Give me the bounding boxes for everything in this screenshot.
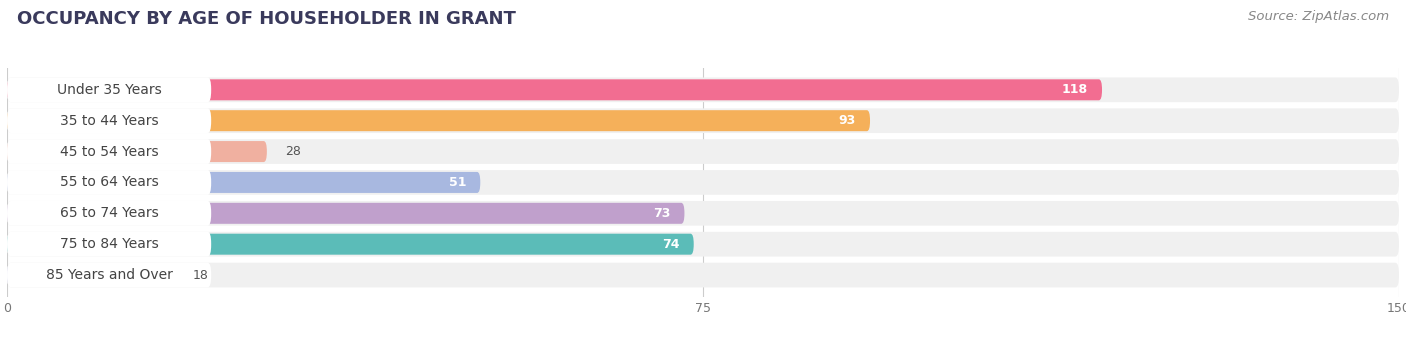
FancyBboxPatch shape: [7, 170, 211, 195]
Text: 28: 28: [285, 145, 301, 158]
FancyBboxPatch shape: [7, 201, 211, 226]
FancyBboxPatch shape: [7, 172, 481, 193]
Text: 93: 93: [839, 114, 856, 127]
FancyBboxPatch shape: [7, 79, 1102, 100]
FancyBboxPatch shape: [7, 139, 1399, 164]
FancyBboxPatch shape: [7, 77, 1399, 102]
FancyBboxPatch shape: [7, 201, 1399, 226]
FancyBboxPatch shape: [7, 232, 211, 256]
Text: 35 to 44 Years: 35 to 44 Years: [60, 114, 159, 128]
Text: Under 35 Years: Under 35 Years: [56, 83, 162, 97]
FancyBboxPatch shape: [7, 77, 211, 102]
FancyBboxPatch shape: [7, 141, 267, 162]
FancyBboxPatch shape: [7, 232, 1399, 256]
Text: 18: 18: [193, 269, 208, 282]
Text: 73: 73: [654, 207, 671, 220]
Text: 74: 74: [662, 238, 681, 251]
FancyBboxPatch shape: [7, 170, 1399, 195]
FancyBboxPatch shape: [7, 108, 1399, 133]
Text: 45 to 54 Years: 45 to 54 Years: [60, 145, 159, 159]
Text: 85 Years and Over: 85 Years and Over: [45, 268, 173, 282]
FancyBboxPatch shape: [7, 108, 211, 133]
Text: 75 to 84 Years: 75 to 84 Years: [59, 237, 159, 251]
Text: 65 to 74 Years: 65 to 74 Years: [59, 206, 159, 220]
FancyBboxPatch shape: [7, 234, 693, 255]
FancyBboxPatch shape: [7, 263, 1399, 287]
FancyBboxPatch shape: [7, 110, 870, 131]
Text: 51: 51: [449, 176, 467, 189]
FancyBboxPatch shape: [7, 263, 211, 287]
Text: 118: 118: [1062, 83, 1088, 96]
Text: OCCUPANCY BY AGE OF HOUSEHOLDER IN GRANT: OCCUPANCY BY AGE OF HOUSEHOLDER IN GRANT: [17, 10, 516, 28]
FancyBboxPatch shape: [7, 265, 174, 285]
FancyBboxPatch shape: [7, 139, 211, 164]
Text: 55 to 64 Years: 55 to 64 Years: [59, 175, 159, 190]
FancyBboxPatch shape: [7, 203, 685, 224]
Text: Source: ZipAtlas.com: Source: ZipAtlas.com: [1249, 10, 1389, 23]
